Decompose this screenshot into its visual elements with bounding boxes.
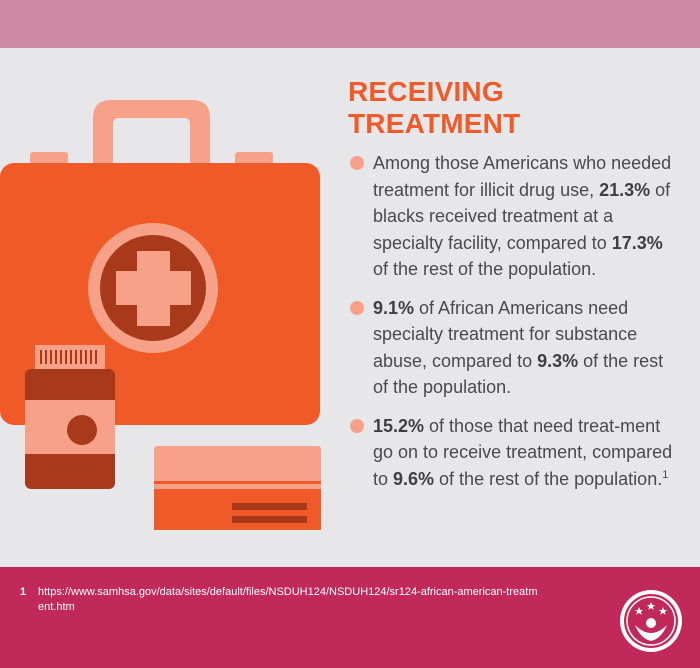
bullet-text: of the rest of the population. — [373, 350, 664, 398]
bullet-text: Among those Americans who needed treatme… — [373, 153, 672, 200]
bullet-stat: 21.3% — [599, 179, 651, 200]
bullet-text: of the rest of the population. — [373, 232, 673, 279]
credit-card-icon — [154, 446, 321, 530]
pill-bottle-icon — [25, 345, 115, 489]
organization-logo-icon — [620, 590, 682, 652]
footnote-link[interactable]: https://www.samhsa.gov/data/sites/defaul… — [38, 586, 538, 613]
bullet-stat: 9.3% — [537, 350, 579, 371]
bullet-text: of those that need treat-ment go on to r… — [373, 415, 673, 489]
bullet-text: of the rest of the population. — [434, 468, 663, 489]
bullet-stat: 9.1% — [373, 297, 415, 318]
heading-line-2: TREATMENT — [348, 108, 521, 139]
top-band — [0, 0, 700, 48]
bottom-band — [0, 567, 700, 668]
bullet-stat: 9.6% — [393, 468, 435, 489]
medical-illustration — [0, 100, 321, 530]
bullet-text: of African Americans need specialty trea… — [373, 297, 638, 371]
bullet-text: of blacks received treatment at a specia… — [373, 179, 671, 253]
bullet-stat: 15.2% — [373, 415, 425, 436]
bullet-item-1: Among those Americans who needed treatme… — [350, 150, 680, 283]
footnote-number: 1 — [20, 586, 27, 598]
bullet-dot-icon — [350, 156, 364, 170]
heading-line-1: RECEIVING — [348, 76, 504, 107]
bullet-dot-icon — [350, 300, 364, 315]
bullet-item-2: 9.1% of African Americans need specialty… — [350, 295, 680, 401]
bullet-list: Among those Americans who needed treatme… — [350, 150, 680, 504]
footnote: 1 https://www.samhsa.gov/data/sites/defa… — [20, 585, 540, 615]
bullet-stat: 17.3% — [611, 232, 663, 253]
bullet-item-3: 15.2% of those that need treat-ment go o… — [350, 413, 680, 493]
footnote-marker: 1 — [662, 468, 669, 481]
bullet-dot-icon — [350, 418, 364, 433]
section-heading: RECEIVING TREATMENT — [348, 76, 668, 140]
